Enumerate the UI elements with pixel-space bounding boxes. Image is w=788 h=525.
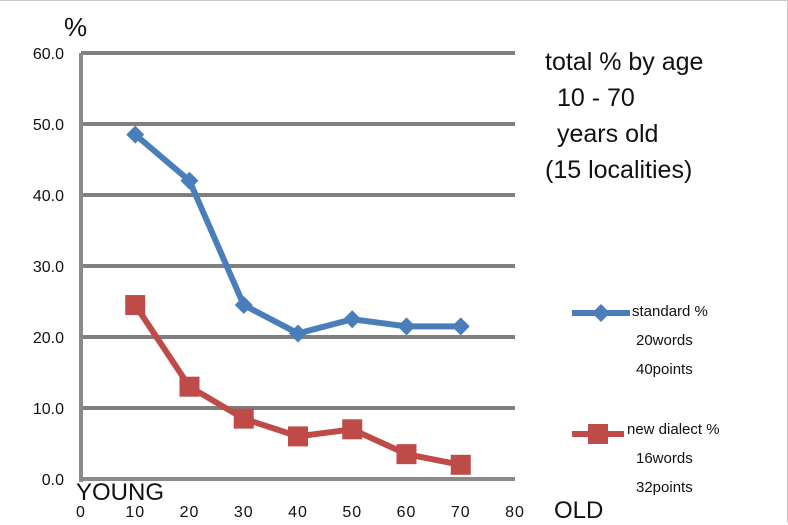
y-tick-label: 50.0: [33, 117, 64, 134]
x-tick-label: 70: [451, 504, 471, 521]
data-point-1: [450, 454, 471, 475]
title-line: total % by age: [545, 48, 704, 76]
legend-label: new dialect %: [627, 421, 720, 438]
legend-sublabel: 20words: [636, 332, 693, 349]
legend-marker-0: [592, 304, 610, 322]
data-point-0: [234, 296, 253, 315]
data-point-0: [289, 324, 307, 343]
data-point-1: [342, 419, 363, 440]
x-axis-label-young: YOUNG: [76, 479, 165, 506]
series-line-0: [133, 132, 461, 337]
y-tick-label: 10.0: [33, 401, 64, 418]
data-point-1: [233, 408, 254, 429]
y-axis-label: %: [64, 12, 88, 42]
x-tick-label: 50: [342, 504, 362, 521]
title-line: 10 - 70: [557, 84, 635, 112]
x-tick-label: 60: [397, 504, 417, 521]
legend-label: standard %: [632, 303, 708, 320]
x-tick-label: 30: [234, 504, 254, 521]
data-point-1: [288, 426, 308, 447]
data-point-0: [343, 310, 362, 329]
y-tick-label: 30.0: [33, 259, 64, 276]
data-point-1: [179, 376, 200, 397]
legend-marker-1: [588, 424, 608, 444]
y-tick-label: 60.0: [33, 46, 64, 63]
title-line: years old: [557, 120, 659, 148]
y-tick-label: 20.0: [33, 330, 64, 347]
legend-sublabel: 40points: [636, 361, 693, 378]
x-tick-label: 40: [288, 504, 308, 521]
legend-sublabel: 32points: [636, 479, 693, 496]
y-tick-label: 0.0: [42, 472, 64, 489]
x-tick-label: 20: [180, 504, 200, 521]
chart-title: total % by age 10 - 70 years old (15 loc…: [545, 44, 703, 188]
title-line: (15 localities): [545, 156, 693, 184]
data-point-1: [396, 444, 417, 465]
data-point-1: [125, 295, 146, 316]
x-tick-label: 80: [505, 504, 525, 521]
x-tick-label: 10: [125, 504, 145, 521]
x-tick-label: 0: [76, 504, 86, 521]
data-point-0: [126, 125, 145, 144]
data-point-0: [180, 171, 199, 190]
data-point-0: [397, 317, 416, 336]
data-point-0: [451, 317, 470, 336]
legend-entry-standard: standard % 20words 40points: [632, 297, 708, 384]
y-tick-label: 40.0: [33, 188, 64, 205]
legend-sublabel: 16words: [636, 450, 693, 467]
legend-entry-new-dialect: new dialect % 16words 32points: [627, 415, 720, 502]
x-axis-label-old: OLD: [554, 497, 604, 524]
